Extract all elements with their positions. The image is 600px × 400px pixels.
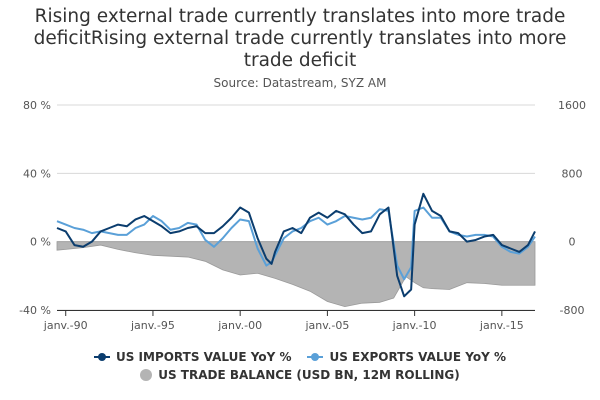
y-right-tick-label-1: 0: [569, 236, 576, 249]
chart-title-line-1: Rising external trade currently translat…: [34, 6, 566, 27]
legend-item-exports[interactable]: US EXPORTS VALUE YoY %: [307, 350, 506, 364]
chart-title-line-2: deficitRising external trade currently t…: [33, 28, 567, 49]
y-right-tick-label-0: -800: [560, 304, 585, 317]
legend-swatch-exports: [307, 352, 324, 362]
chart-title: Rising external trade currently translat…: [0, 6, 600, 72]
legend-item-imports[interactable]: US IMPORTS VALUE YoY %: [93, 350, 292, 364]
series-trade-balance-area: [56, 241, 536, 307]
legend-label-exports: US EXPORTS VALUE YoY %: [329, 350, 507, 364]
series-imports-line: [56, 192, 536, 298]
y-left-tick-label-1: 0 %: [30, 236, 51, 249]
y-left-tick-label-3: 80 %: [23, 99, 51, 112]
legend-item-balance[interactable]: US TRADE BALANCE (USD BN, 12M ROLLING): [140, 368, 460, 382]
chart-subtitle: Source: Datastream, SYZ AM: [213, 76, 387, 90]
y-left-tick-label-0: -40 %: [19, 304, 51, 317]
x-tick-label-3: janv.-05: [304, 319, 349, 332]
x-tick-label-2: janv.-00: [217, 319, 262, 332]
x-tick-label-0: janv.-90: [43, 319, 88, 332]
y-right-tick-label-2: 800: [562, 167, 583, 180]
y-right-tick-label-3: 1600: [558, 99, 586, 112]
x-tick-label-4: janv.-10: [392, 319, 437, 332]
chart-legend: US IMPORTS VALUE YoY % US EXPORTS VALUE …: [0, 348, 600, 384]
chart-title-line-3: trade deficit: [243, 50, 357, 71]
y-left-tick-label-2: 40 %: [23, 167, 51, 180]
x-tick-label-1: janv.-95: [130, 319, 175, 332]
legend-label-imports: US IMPORTS VALUE YoY %: [115, 350, 292, 364]
legend-swatch-imports: [93, 352, 110, 362]
legend-label-balance: US TRADE BALANCE (USD BN, 12M ROLLING): [158, 368, 460, 382]
legend-swatch-balance: [140, 369, 153, 381]
x-tick-label-5: janv.-15: [479, 319, 524, 332]
